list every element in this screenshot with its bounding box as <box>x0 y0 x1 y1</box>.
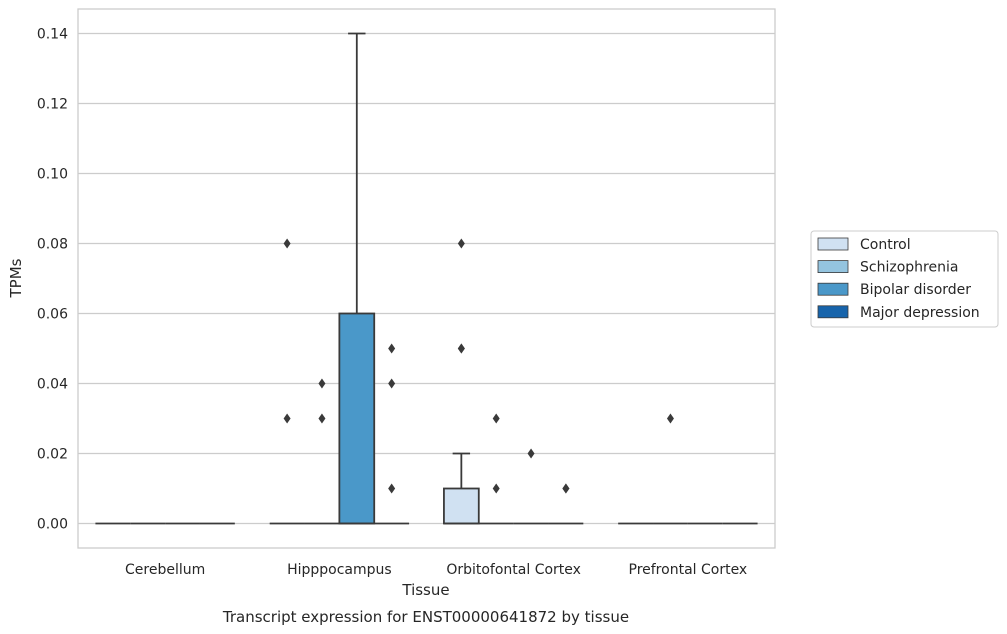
box-major-depression <box>548 483 584 525</box>
legend-label: Schizophrenia <box>860 260 958 276</box>
box-schizophrenia <box>304 378 340 525</box>
legend-label: Bipolar disorder <box>860 282 971 298</box>
legend-swatch <box>817 260 849 274</box>
x-tick-label: Hipppocampus <box>287 562 392 578</box>
legend: Control Schizophrenia Bipolar disorder Majo… <box>810 230 999 328</box>
outlier-point <box>283 238 291 249</box>
y-tick-label: 0.00 <box>37 517 68 533</box>
outlier-point <box>457 238 465 249</box>
chart-caption: Transcript expression for ENST0000064187… <box>222 608 629 626</box>
y-axis-title: TPMs <box>7 258 25 298</box>
x-tick-label: Orbitofontal Cortex <box>446 562 581 578</box>
y-tick-label: 0.06 <box>37 307 68 323</box>
x-tick-label: Prefrontal Cortex <box>629 562 748 578</box>
plot-frame <box>77 8 776 549</box>
box-schizophrenia <box>653 413 688 525</box>
box-major-depression <box>374 343 410 525</box>
box-body <box>443 487 480 525</box>
box-body <box>338 312 376 525</box>
outlier-point <box>283 413 291 424</box>
y-tick-labels: 0.00 0.02 0.04 0.06 0.08 0.10 0.12 0.14 <box>37 27 68 533</box>
legend-swatch <box>817 282 849 296</box>
y-tick-label: 0.10 <box>37 167 68 183</box>
legend-frame <box>810 230 999 328</box>
outlier-point <box>492 483 500 494</box>
outlier-point <box>388 378 396 389</box>
legend-label: Control <box>860 237 911 253</box>
outlier-point <box>318 378 326 389</box>
box-control <box>269 238 305 525</box>
legend-swatch <box>817 305 849 319</box>
outlier-point <box>457 343 465 354</box>
y-tick-label: 0.02 <box>37 447 68 463</box>
box-bipolar-disorder <box>338 32 376 525</box>
outlier-point <box>562 483 570 494</box>
legend-label: Major depression <box>860 305 980 321</box>
outlier-point <box>388 483 396 494</box>
x-tick-labels: Cerebellum Hipppocampus Orbitofontal Corte… <box>125 562 747 578</box>
outlier-point <box>527 448 535 459</box>
y-tick-label: 0.04 <box>37 377 68 393</box>
legend-swatch <box>817 237 849 251</box>
box-layer <box>95 32 758 525</box>
outlier-point <box>318 413 326 424</box>
outlier-point <box>666 413 674 424</box>
y-tick-label: 0.08 <box>37 237 68 253</box>
y-tick-label: 0.14 <box>37 27 68 43</box>
y-tick-label: 0.12 <box>37 97 68 113</box>
gridlines <box>78 32 775 525</box>
x-axis-title: Tissue <box>401 581 449 599</box>
box-control <box>443 238 480 525</box>
x-tick-label: Cerebellum <box>125 562 205 578</box>
box-schizophrenia <box>478 413 514 525</box>
box-bipolar-disorder <box>513 448 549 525</box>
outlier-point <box>492 413 500 424</box>
outlier-point <box>388 343 396 354</box>
